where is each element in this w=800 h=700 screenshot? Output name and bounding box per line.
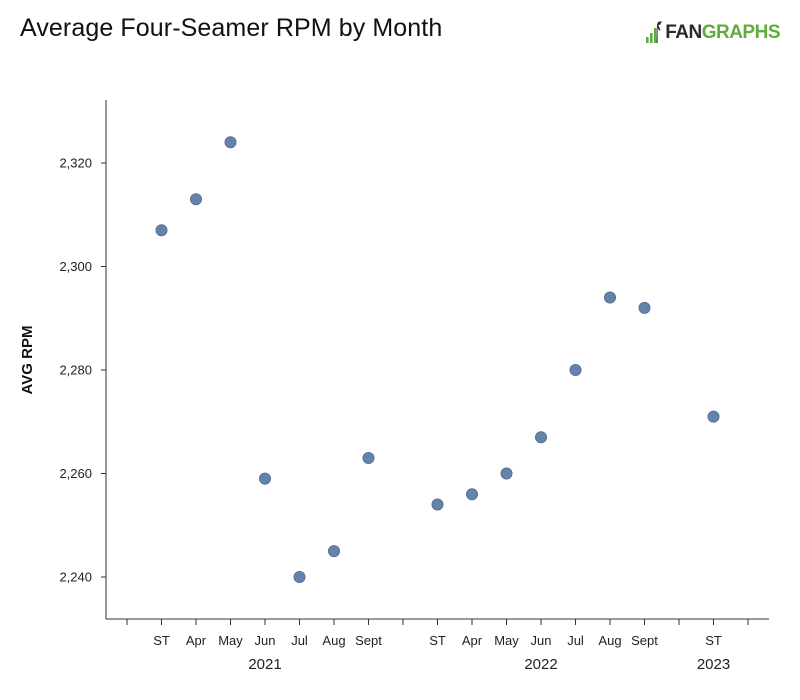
- x-tick-label: Jun: [255, 633, 276, 648]
- x-tick-label: May: [218, 633, 243, 648]
- data-point[interactable]: [707, 410, 720, 423]
- data-point[interactable]: [362, 451, 375, 464]
- x-tick-label: Apr: [186, 633, 207, 648]
- x-tick-label: ST: [153, 633, 170, 648]
- y-tick-label: 2,300: [59, 259, 92, 274]
- data-point[interactable]: [465, 488, 478, 501]
- x-tick-label: Jul: [291, 633, 308, 648]
- fangraphs-logo-icon: [646, 21, 663, 43]
- data-point[interactable]: [224, 136, 237, 149]
- y-tick-label: 2,280: [59, 363, 92, 378]
- data-point[interactable]: [155, 224, 168, 237]
- x-tick-label: ST: [429, 633, 446, 648]
- y-tick-label: 2,240: [59, 570, 92, 585]
- data-point[interactable]: [569, 363, 582, 376]
- logo-text-fan: FAN: [665, 21, 702, 43]
- data-point[interactable]: [327, 545, 340, 558]
- data-point[interactable]: [604, 291, 617, 304]
- x-tick-label: May: [494, 633, 519, 648]
- x-year-label: 2021: [248, 656, 281, 673]
- x-year-label: 2022: [524, 656, 557, 673]
- data-point[interactable]: [258, 472, 271, 485]
- y-tick-label: 2,260: [59, 466, 92, 481]
- x-tick-label: Jul: [567, 633, 584, 648]
- x-tick-label: Aug: [322, 633, 345, 648]
- data-point[interactable]: [431, 498, 444, 511]
- data-point[interactable]: [535, 431, 548, 444]
- y-axis-title: AVG RPM: [19, 326, 36, 395]
- data-point[interactable]: [189, 193, 202, 206]
- x-tick-label: Jun: [531, 633, 552, 648]
- x-tick-label: Apr: [462, 633, 483, 648]
- logo-text-graphs: GRAPHS: [701, 21, 781, 43]
- x-tick-label: ST: [705, 633, 722, 648]
- x-year-label: 2023: [697, 656, 730, 673]
- data-point[interactable]: [293, 571, 306, 584]
- x-tick-label: Sept: [355, 633, 382, 648]
- chart-title: Average Four-Seamer RPM by Month: [20, 14, 443, 42]
- y-tick-label: 2,320: [59, 156, 92, 171]
- fangraphs-logo[interactable]: FANGRAPHS: [646, 20, 781, 44]
- x-tick-label: Sept: [631, 633, 658, 648]
- x-tick-label: Aug: [598, 633, 621, 648]
- data-point[interactable]: [638, 301, 651, 314]
- data-point[interactable]: [500, 467, 513, 480]
